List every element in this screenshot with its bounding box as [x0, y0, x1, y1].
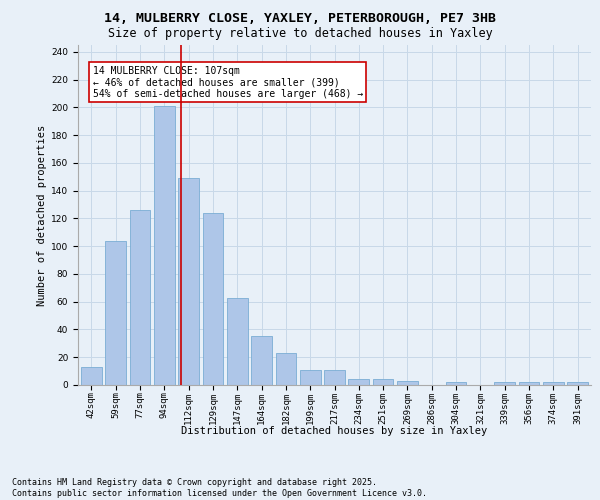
Bar [300, 370, 320, 385]
Bar [543, 382, 563, 385]
Bar [203, 213, 223, 385]
Bar [106, 240, 126, 385]
Text: 14 MULBERRY CLOSE: 107sqm
← 46% of detached houses are smaller (399)
54% of semi: 14 MULBERRY CLOSE: 107sqm ← 46% of detac… [92, 66, 363, 99]
Text: Size of property relative to detached houses in Yaxley: Size of property relative to detached ho… [107, 28, 493, 40]
Text: Contains HM Land Registry data © Crown copyright and database right 2025.
Contai: Contains HM Land Registry data © Crown c… [12, 478, 427, 498]
Bar [130, 210, 151, 385]
Bar [154, 106, 175, 385]
Bar [81, 367, 102, 385]
X-axis label: Distribution of detached houses by size in Yaxley: Distribution of detached houses by size … [181, 426, 488, 436]
Bar [324, 370, 345, 385]
Text: 14, MULBERRY CLOSE, YAXLEY, PETERBOROUGH, PE7 3HB: 14, MULBERRY CLOSE, YAXLEY, PETERBOROUGH… [104, 12, 496, 26]
Bar [251, 336, 272, 385]
Bar [227, 298, 248, 385]
Y-axis label: Number of detached properties: Number of detached properties [37, 124, 47, 306]
Bar [275, 353, 296, 385]
Bar [494, 382, 515, 385]
Bar [397, 381, 418, 385]
Bar [567, 382, 588, 385]
Bar [178, 178, 199, 385]
Bar [349, 380, 369, 385]
Bar [518, 382, 539, 385]
Bar [446, 382, 466, 385]
Bar [373, 380, 394, 385]
